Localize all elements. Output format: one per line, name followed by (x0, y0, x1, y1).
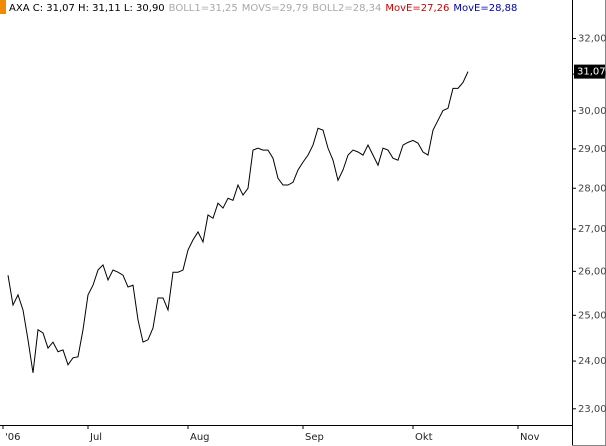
x-tick-label: Jul (89, 432, 102, 443)
y-tick-label: 23,00 (578, 404, 606, 415)
y-tick-label: 29,00 (578, 144, 606, 155)
x-tick-label: Aug (190, 432, 210, 443)
y-tick-label: 32,00 (578, 34, 606, 45)
y-tick-label: 25,00 (578, 310, 606, 321)
y-tick-label: 30,00 (578, 106, 606, 117)
y-tick-label: 24,00 (578, 356, 606, 367)
y-tick-label: 27,00 (578, 224, 606, 235)
y-tick-label: 26,00 (578, 266, 606, 277)
indicator-label: BOLL2=28,34 (312, 3, 381, 14)
indicator-label: MOVS=29,79 (242, 3, 309, 14)
indicator-label: MovE=28,88 (453, 3, 517, 14)
price-line (7, 71, 469, 373)
indicator-label: MovE=27,26 (385, 3, 449, 14)
indicator-label: BOLL1=31,25 (169, 3, 238, 14)
chart-title: AXA C: 31,07 H: 31,11 L: 30,90 (9, 3, 165, 14)
x-tick-label: Sep (305, 432, 324, 443)
y-tick-label: 28,00 (578, 183, 606, 194)
x-tick-label: Nov (520, 432, 540, 443)
instrument-marker (0, 0, 6, 14)
last-price-label: 31,07 (577, 67, 606, 78)
last-price-box (574, 64, 605, 79)
x-tick-label: '06 (5, 432, 20, 443)
x-tick-label: Okt (415, 432, 433, 443)
